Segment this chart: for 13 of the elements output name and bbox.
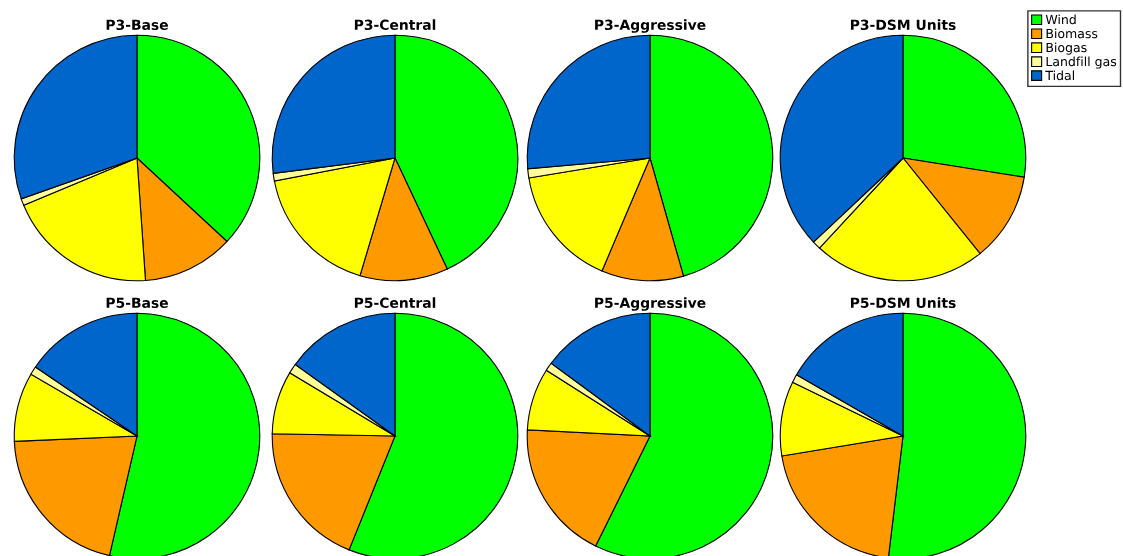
chart-title: P5-Base <box>106 297 168 309</box>
chart-title: P3-Aggressive <box>595 19 706 33</box>
text: P3-Base <box>106 19 168 31</box>
chart-title: P3-DSM Units <box>850 19 956 31</box>
legend-label: Biogas <box>1046 42 1087 55</box>
legend-label: Tidal <box>1045 70 1074 81</box>
chart-title: P5-Aggressive <box>595 297 706 311</box>
chart-title: P5-DSM Units <box>850 297 956 309</box>
legend-label: Wind <box>1045 14 1076 25</box>
legend-label: Biomass <box>1046 28 1098 39</box>
legend-label: Landfill gas <box>1046 56 1117 69</box>
chart-title: P3-Central <box>354 19 436 31</box>
chart-title: P5-Central <box>354 297 436 309</box>
